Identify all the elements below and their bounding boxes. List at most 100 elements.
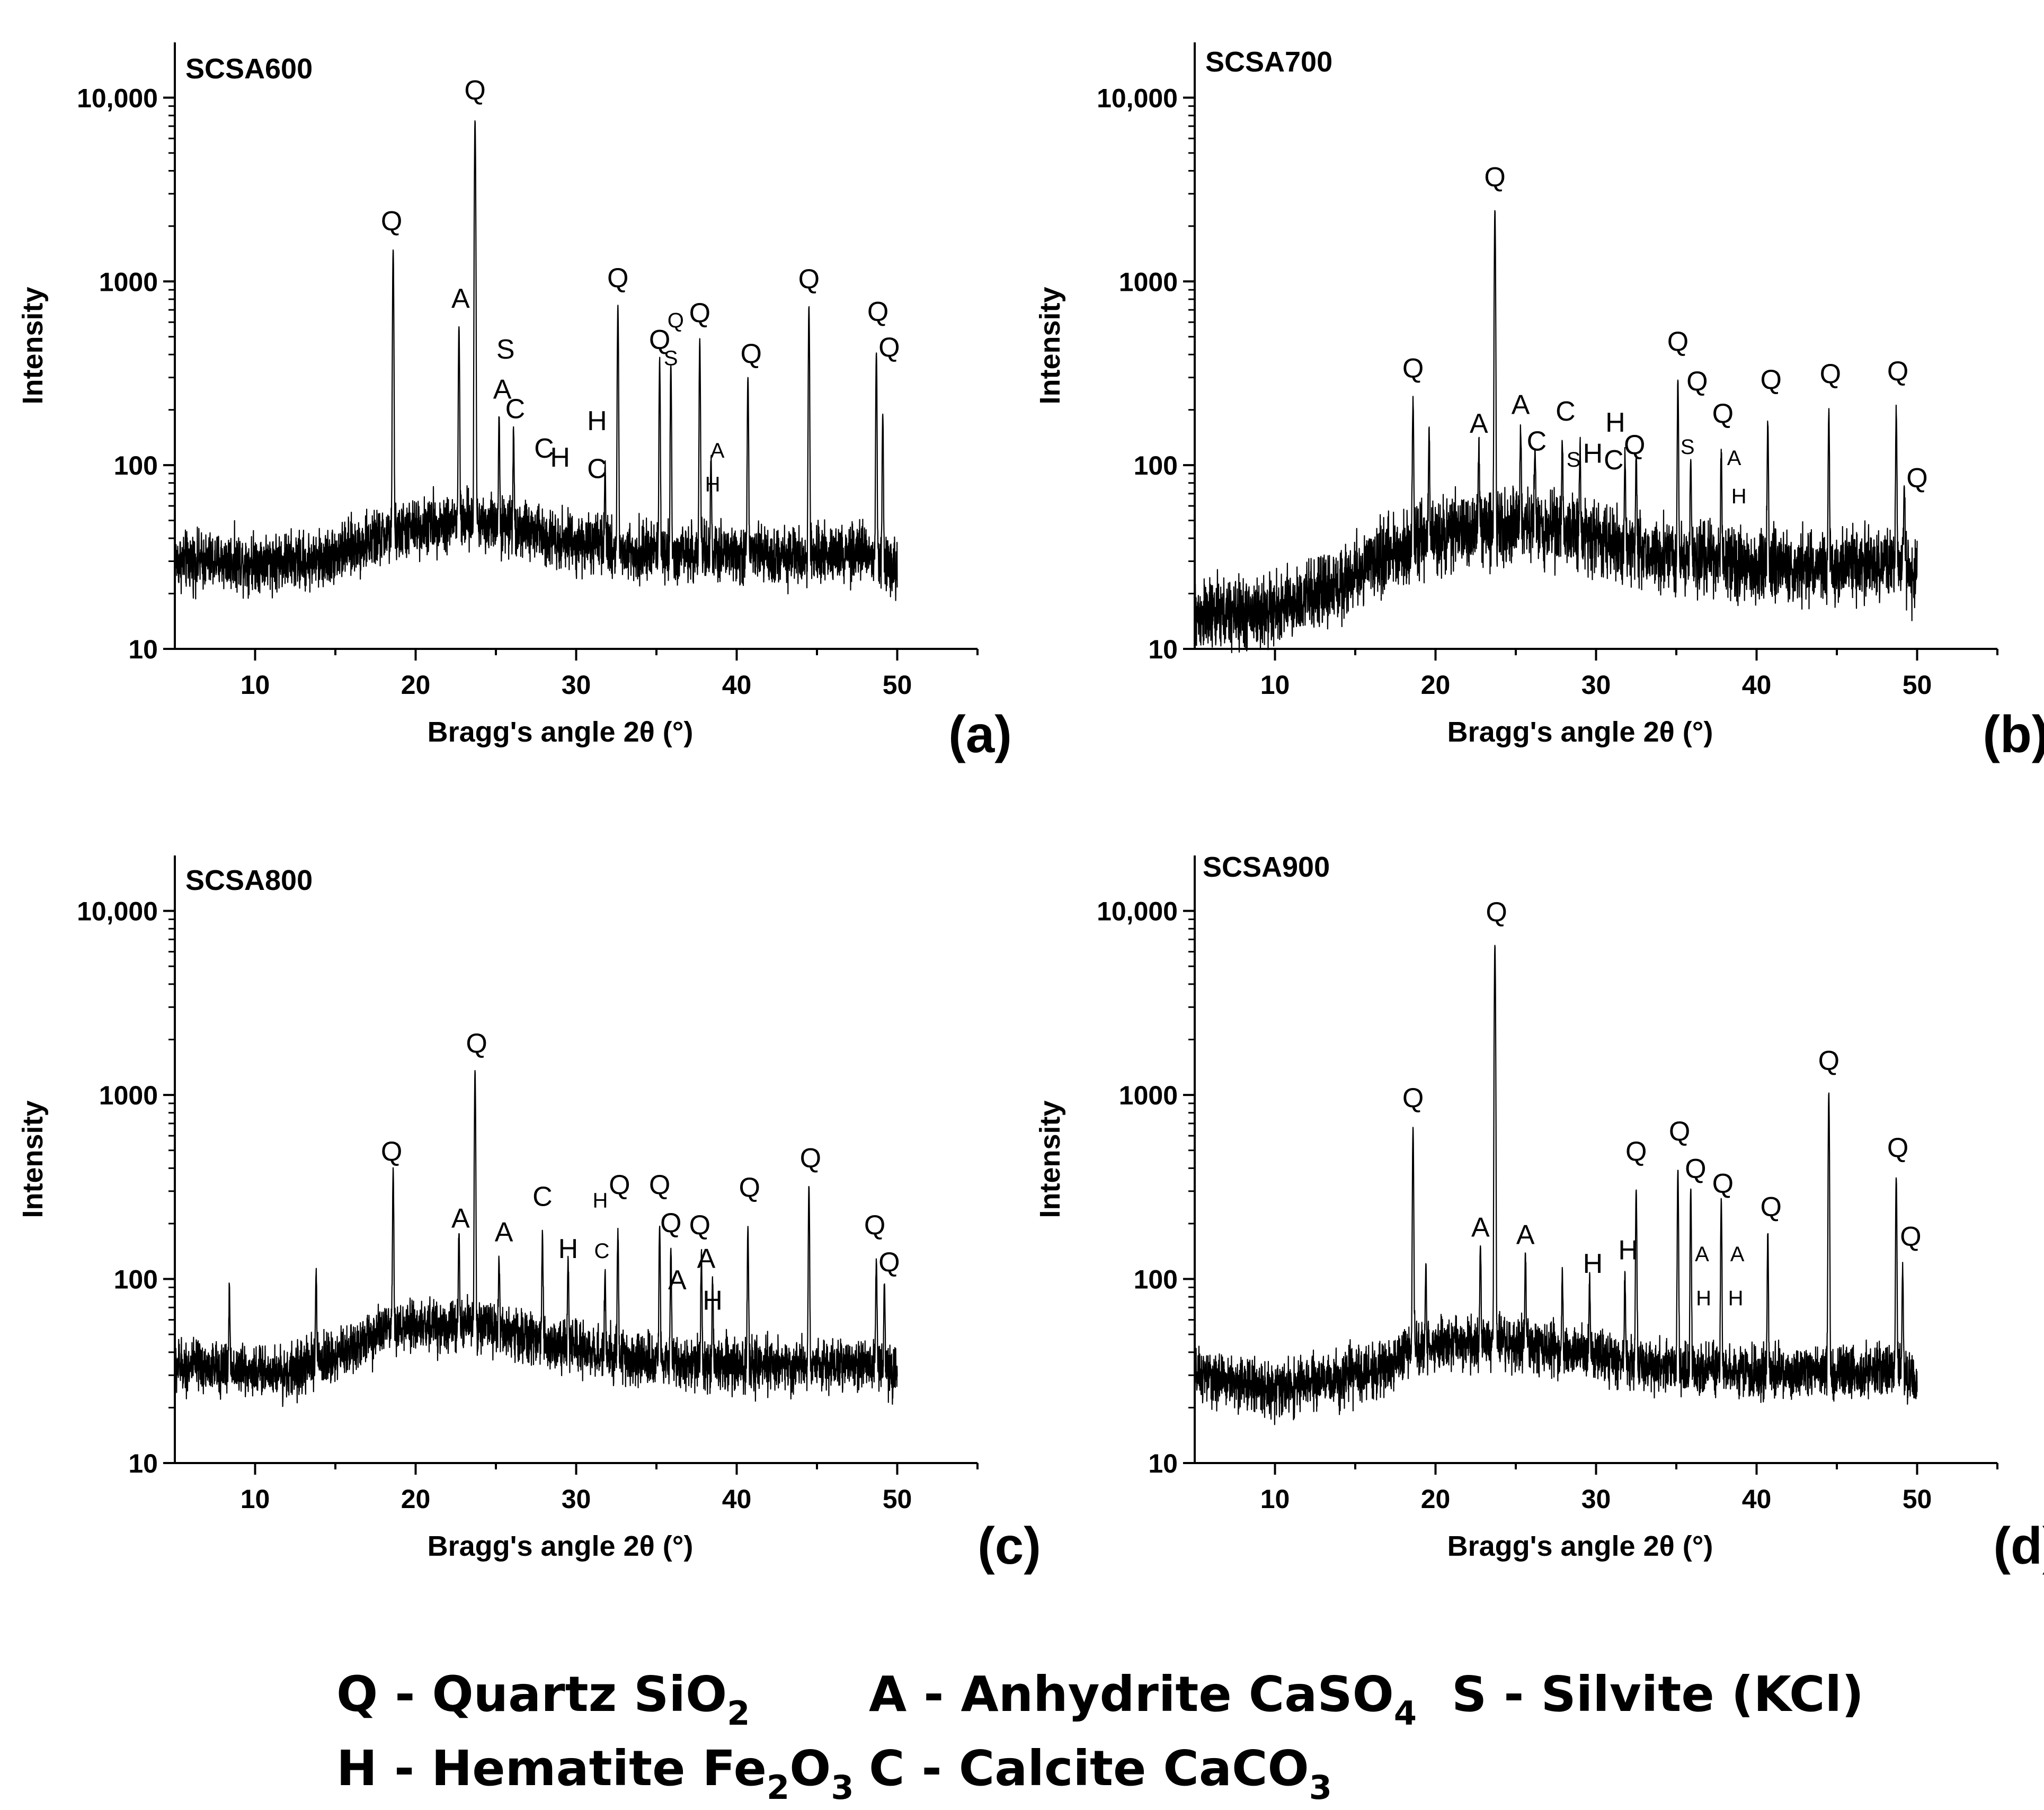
peak-label: C bbox=[505, 394, 526, 425]
x-tick-label: 10 bbox=[1260, 670, 1290, 700]
x-tick-label: 10 bbox=[1260, 1484, 1290, 1514]
x-axis-title: Bragg's angle 2θ (°) bbox=[428, 716, 694, 748]
panel-title: SCSA800 bbox=[185, 864, 313, 896]
peak-label: Q bbox=[649, 1170, 670, 1200]
peak-label: H bbox=[593, 1189, 608, 1212]
peak-label: C bbox=[532, 1181, 553, 1212]
x-tick-label: 10 bbox=[241, 670, 270, 700]
peak-label: Q bbox=[1761, 364, 1782, 395]
x-tick-label: 20 bbox=[401, 1484, 431, 1514]
x-tick-label: 30 bbox=[1581, 670, 1611, 700]
peak-label: A bbox=[1727, 447, 1741, 470]
peak-label: C bbox=[587, 454, 607, 485]
peak-label: H bbox=[1583, 1249, 1603, 1279]
peak-label: H bbox=[1696, 1287, 1711, 1310]
peak-label: A bbox=[668, 1265, 687, 1296]
peak-label: A bbox=[1471, 1212, 1490, 1243]
legend-item: A - Anhydrite CaSO4 bbox=[869, 1666, 1417, 1733]
peak-label: H bbox=[1605, 407, 1625, 438]
peak-label: Q bbox=[689, 1210, 710, 1241]
panel-c: 10 20 30 40 50 10 100 1000 10,000 Bragg's angle 2… bbox=[17, 855, 1041, 1575]
peak-label: Q bbox=[689, 298, 710, 328]
peak-label: Q bbox=[1624, 430, 1645, 460]
panel-title: SCSA900 bbox=[1203, 851, 1330, 883]
x-tick-label: 40 bbox=[1742, 670, 1772, 700]
peak-label: H bbox=[1618, 1235, 1638, 1265]
peak-label: Q bbox=[800, 1143, 821, 1173]
y-axis-title: Intensity bbox=[1034, 287, 1066, 404]
peak-label: Q bbox=[798, 264, 820, 295]
peak-label: C bbox=[594, 1240, 610, 1263]
peak-label: C bbox=[1604, 445, 1624, 476]
x-tick-label: 50 bbox=[883, 1484, 912, 1514]
x-tick-label: 50 bbox=[1903, 1484, 1932, 1514]
peak-label: Q bbox=[1887, 356, 1908, 387]
x-tick-label: 20 bbox=[1421, 670, 1451, 700]
y-tick-label: 1000 bbox=[1119, 267, 1178, 297]
peak-label: Q bbox=[878, 332, 900, 363]
x-tick-label: 50 bbox=[883, 670, 912, 700]
peak-label: Q bbox=[660, 1208, 681, 1238]
peak-label: Q bbox=[1486, 897, 1507, 928]
y-tick-label: 100 bbox=[1134, 1265, 1178, 1295]
xrd-trace bbox=[1194, 210, 1918, 654]
x-tick-label: 50 bbox=[1903, 670, 1932, 700]
y-tick-label: 10 bbox=[1148, 1449, 1178, 1478]
y-axis-title: Intensity bbox=[17, 1100, 49, 1218]
peak-label: H bbox=[703, 1286, 723, 1316]
peak-label: A bbox=[1470, 408, 1488, 439]
peak-label: Q bbox=[1712, 1168, 1734, 1199]
peak-label: H bbox=[1731, 485, 1747, 508]
peak-label: Q bbox=[1887, 1133, 1908, 1163]
peak-label: H bbox=[558, 1234, 579, 1264]
y-tick-label: 10 bbox=[128, 1449, 158, 1478]
peak-label: A bbox=[451, 1203, 470, 1234]
peak-label: Q bbox=[1818, 1046, 1839, 1076]
peak-label: H bbox=[705, 473, 721, 496]
peak-label: Q bbox=[1686, 366, 1708, 397]
peak-label: Q bbox=[1669, 1116, 1690, 1147]
legend-item: H - Hematite Fe2O3 bbox=[336, 1740, 854, 1807]
legend-item: C - Calcite CaCO3 bbox=[869, 1740, 1332, 1807]
xrd-trace bbox=[174, 1070, 898, 1407]
peak-label: A bbox=[1730, 1243, 1745, 1266]
peak-label: Q bbox=[466, 1028, 487, 1059]
peak-label: S bbox=[496, 334, 515, 365]
peak-label: Q bbox=[381, 1136, 402, 1167]
x-tick-label: 40 bbox=[722, 670, 752, 700]
peak-label: S bbox=[1567, 448, 1581, 471]
x-tick-label: 20 bbox=[401, 670, 431, 700]
panel-title: SCSA600 bbox=[185, 53, 313, 85]
y-tick-label: 10 bbox=[128, 635, 158, 664]
x-tick-label: 30 bbox=[1581, 1484, 1611, 1514]
y-tick-label: 1000 bbox=[99, 1081, 158, 1110]
peak-label: H bbox=[550, 442, 570, 473]
peak-label: A bbox=[710, 439, 725, 462]
peak-label: Q bbox=[741, 338, 762, 369]
peak-label: Q bbox=[1900, 1221, 1921, 1252]
panel-letter: (d) bbox=[1993, 1517, 2044, 1575]
peak-label: A bbox=[493, 375, 512, 405]
peak-label: A bbox=[697, 1243, 716, 1274]
peak-label: Q bbox=[867, 297, 888, 327]
peak-label: Q bbox=[607, 263, 628, 293]
peak-label: Q bbox=[381, 206, 402, 237]
x-tick-label: 20 bbox=[1421, 1484, 1451, 1514]
peak-label: Q bbox=[1820, 359, 1841, 389]
peak-label: A bbox=[451, 283, 470, 314]
y-tick-label: 10,000 bbox=[77, 897, 158, 926]
xrd-trace bbox=[1194, 944, 1918, 1425]
peak-label: A bbox=[1695, 1243, 1709, 1266]
peak-label: C bbox=[534, 433, 554, 464]
y-tick-label: 100 bbox=[1134, 451, 1178, 480]
y-tick-label: 10 bbox=[1148, 635, 1178, 664]
y-tick-label: 10,000 bbox=[77, 83, 158, 113]
peak-label: H bbox=[1728, 1287, 1744, 1310]
peak-label: Q bbox=[464, 75, 485, 105]
peak-label: Q bbox=[1906, 462, 1927, 493]
peak-label: Q bbox=[609, 1170, 630, 1200]
peak-label: Q bbox=[1625, 1136, 1647, 1167]
peak-label: Q bbox=[864, 1210, 885, 1241]
peak-label: H bbox=[1583, 439, 1603, 469]
